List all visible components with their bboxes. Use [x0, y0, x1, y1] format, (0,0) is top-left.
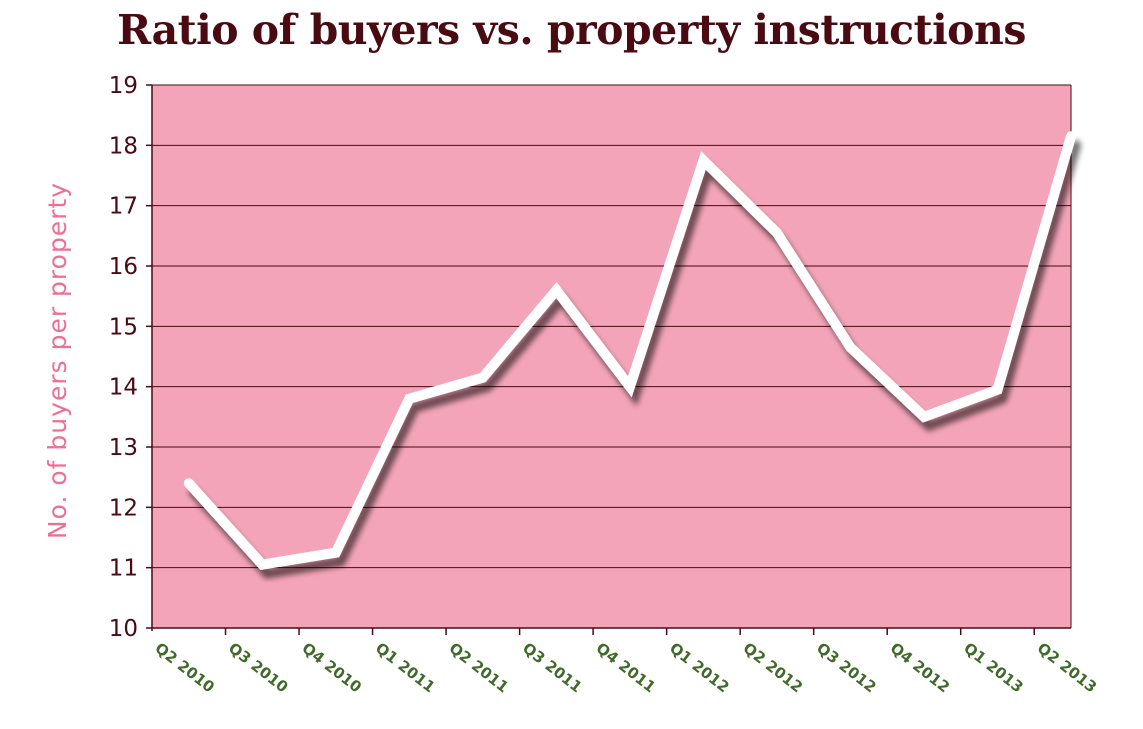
x-tick-label: Q4 2010 — [299, 639, 365, 696]
x-tick-label: Q1 2013 — [960, 639, 1026, 696]
data-point — [701, 158, 706, 163]
y-tick-label: 16 — [109, 254, 138, 280]
y-tick-label: 13 — [109, 435, 138, 461]
y-tick-label: 11 — [109, 556, 138, 582]
x-tick-label: Q2 2011 — [446, 639, 512, 696]
y-tick-label: 18 — [109, 133, 138, 159]
data-point — [995, 387, 1000, 392]
data-point — [480, 375, 485, 380]
y-tick-label: 17 — [109, 194, 138, 220]
gridlines — [152, 84, 1071, 569]
axes — [151, 85, 1072, 631]
x-tick-label: Q2 2012 — [740, 639, 806, 696]
data-point — [554, 288, 559, 293]
x-tick-label: Q2 2013 — [1034, 639, 1100, 696]
x-tick-label: Q1 2011 — [372, 639, 438, 696]
data-point — [333, 550, 338, 555]
data-point — [260, 562, 265, 567]
x-tick-label: Q1 2012 — [666, 639, 732, 696]
x-tick-label: Q3 2011 — [519, 639, 585, 696]
x-tick-label: Q3 2010 — [225, 639, 291, 696]
x-tick-label: Q2 2010 — [152, 639, 218, 696]
data-point — [1069, 134, 1073, 139]
x-axis-ticks: Q2 2010 Q3 2010 Q4 2010 Q1 2011 Q2 2011 Q3 20… — [152, 628, 1100, 696]
data-point — [774, 230, 779, 235]
chart-title: Ratio of buyers vs. property instruction… — [117, 6, 1026, 54]
y-tick-label: 12 — [109, 495, 138, 521]
y-axis-ticks: 10 11 12 13 14 15 16 17 18 19 — [109, 73, 152, 642]
series-group — [183, 131, 1076, 570]
data-point — [407, 396, 412, 401]
data-point — [627, 384, 632, 389]
y-axis-label: No. of buyers per property — [43, 182, 72, 539]
x-tick-label: Q4 2011 — [593, 639, 659, 696]
x-tick-label: Q3 2012 — [813, 639, 879, 696]
y-tick-label: 15 — [109, 314, 138, 340]
y-tick-label: 19 — [109, 73, 138, 99]
data-point — [186, 481, 191, 486]
y-tick-label: 14 — [109, 375, 138, 401]
data-point — [848, 345, 853, 350]
x-tick-label: Q4 2012 — [887, 639, 953, 696]
y-tick-label: 10 — [109, 616, 138, 642]
data-point — [921, 414, 926, 419]
